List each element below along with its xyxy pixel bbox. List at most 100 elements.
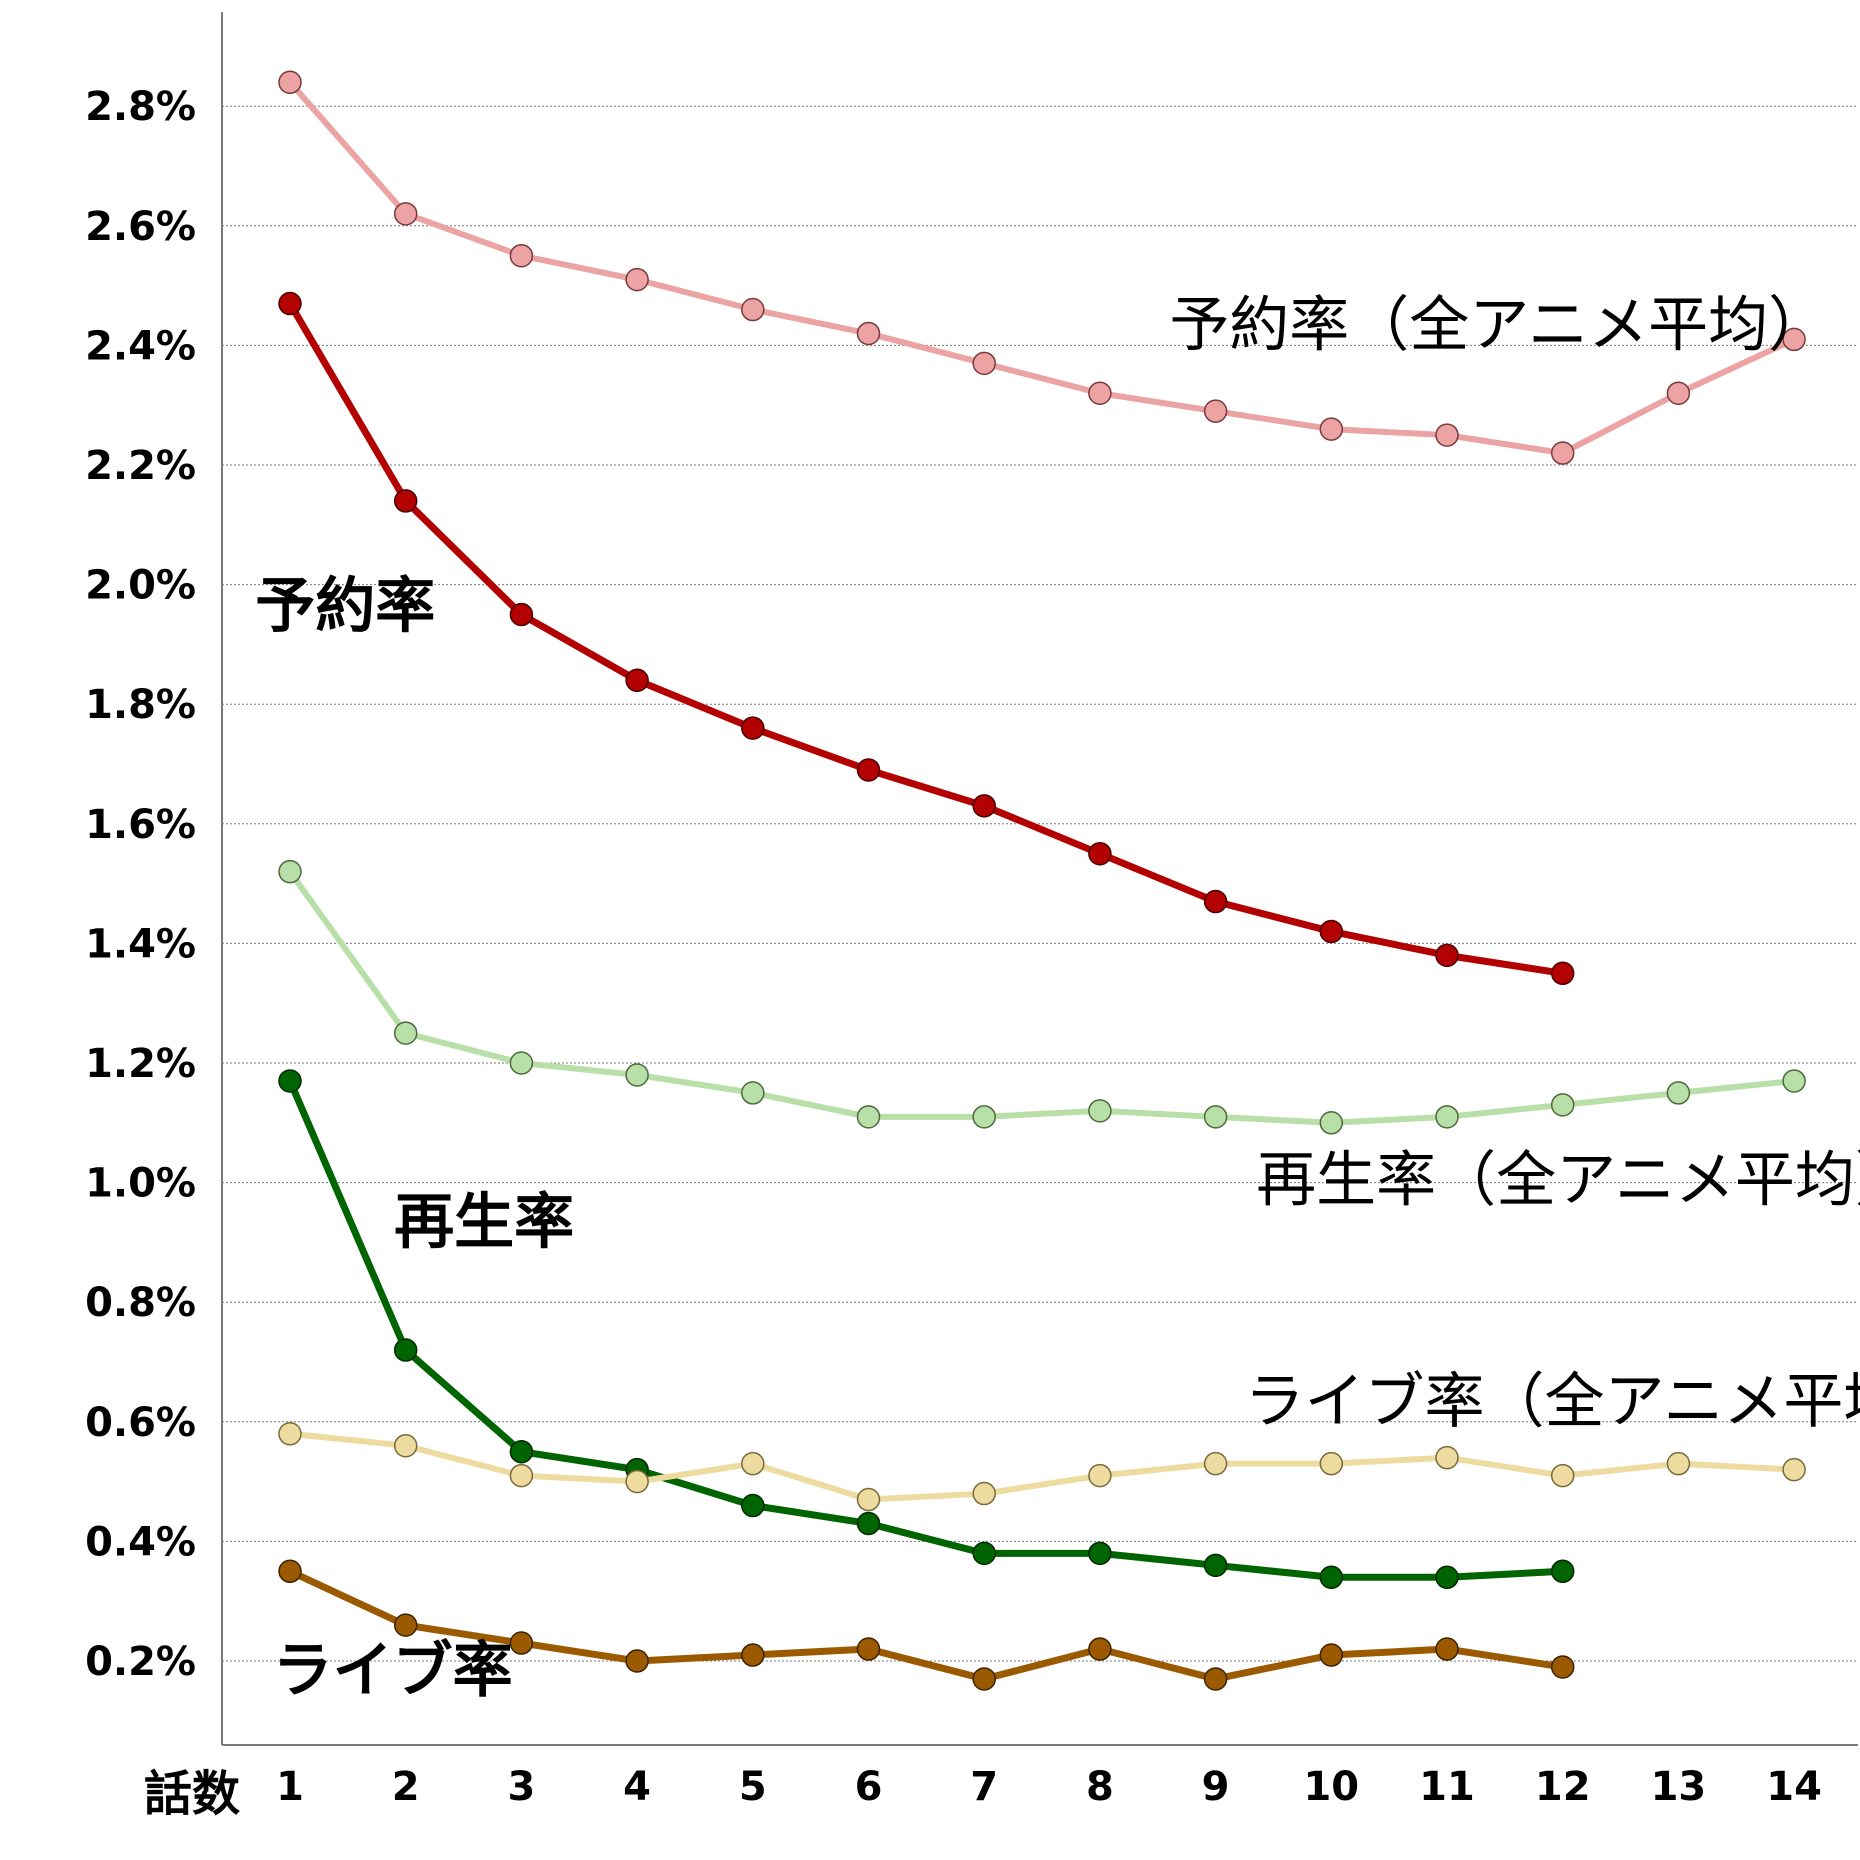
- series-label: 予約率（全アニメ平均）: [1169, 290, 1828, 360]
- y-tick-label: 0.6%: [85, 1400, 196, 1446]
- data-point: [1319, 1565, 1344, 1590]
- data-point: [1666, 1081, 1691, 1105]
- data-point: [1319, 417, 1344, 441]
- data-point: [1550, 1655, 1575, 1679]
- data-point: [1666, 381, 1691, 405]
- data-point: [1203, 1667, 1228, 1691]
- data-point: [1550, 961, 1575, 986]
- y-tick-label: 1.0%: [85, 1161, 196, 1207]
- x-tick-label: 4: [623, 1764, 651, 1810]
- x-tick-label: 2: [392, 1764, 420, 1810]
- y-tick-label: 0.8%: [85, 1280, 196, 1326]
- data-point: [1550, 1463, 1575, 1488]
- data-point: [1203, 399, 1228, 423]
- y-tick-label: 2.0%: [85, 563, 196, 609]
- data-point: [1088, 1637, 1112, 1661]
- y-tick-label: 0.4%: [85, 1519, 196, 1565]
- data-point: [509, 1463, 534, 1488]
- data-point: [1435, 1565, 1459, 1590]
- data-point: [1088, 381, 1112, 405]
- data-point: [741, 1081, 765, 1105]
- series-label: ライブ率: [273, 1636, 513, 1706]
- data-point: [972, 1481, 996, 1506]
- data-point: [1435, 1105, 1459, 1129]
- data-point: [972, 1667, 996, 1691]
- data-point: [741, 716, 765, 740]
- y-tick-label: 2.4%: [85, 323, 196, 369]
- data-point: [393, 1338, 418, 1362]
- data-point: [625, 668, 649, 693]
- data-point: [856, 1637, 881, 1661]
- x-tick-label: 8: [1086, 1764, 1114, 1810]
- data-point: [393, 489, 418, 513]
- data-point: [1203, 1553, 1228, 1578]
- data-point: [1088, 1541, 1112, 1566]
- data-point: [1203, 889, 1228, 914]
- x-tick-label: 7: [970, 1764, 998, 1810]
- data-point: [972, 1541, 996, 1566]
- data-point: [856, 1511, 881, 1536]
- x-tick-label: 14: [1766, 1764, 1822, 1810]
- data-point: [741, 1493, 765, 1518]
- data-point: [741, 1451, 765, 1476]
- data-point: [972, 794, 996, 818]
- data-point: [278, 1559, 302, 1584]
- data-point: [1319, 1451, 1344, 1476]
- data-point: [393, 1433, 418, 1458]
- y-tick-label: 1.2%: [85, 1041, 196, 1087]
- data-point: [278, 291, 302, 316]
- data-point: [1435, 423, 1459, 447]
- data-point: [1782, 1457, 1806, 1482]
- x-tick-label: 9: [1202, 1764, 1230, 1810]
- data-point: [625, 1469, 649, 1494]
- data-point: [509, 1439, 534, 1464]
- x-tick-label: 12: [1535, 1764, 1591, 1810]
- series-label: 再生率（全アニメ平均）: [1256, 1146, 1860, 1216]
- data-point: [509, 1051, 534, 1075]
- data-point: [393, 1021, 418, 1045]
- data-point: [509, 602, 534, 627]
- data-point: [278, 1069, 302, 1093]
- y-tick-label: 2.8%: [85, 84, 196, 130]
- data-point: [1319, 1111, 1344, 1135]
- data-point: [1550, 1559, 1575, 1584]
- series-line-0: [287, 79, 1798, 457]
- y-tick-label: 1.4%: [85, 921, 196, 967]
- series-label: 予約率: [255, 571, 435, 641]
- x-axis-title: 話数: [144, 1766, 240, 1822]
- data-point: [972, 1105, 996, 1129]
- series-line-3: [286, 1077, 1567, 1581]
- data-point: [1666, 1451, 1691, 1476]
- data-point: [625, 267, 649, 292]
- series-label: 再生率: [394, 1187, 574, 1257]
- data-point: [278, 70, 302, 95]
- x-tick-label: 10: [1303, 1764, 1359, 1810]
- data-point: [509, 1631, 534, 1655]
- data-point: [741, 1643, 765, 1667]
- data-point: [509, 243, 534, 268]
- data-point: [1435, 943, 1459, 968]
- data-point: [1088, 1099, 1112, 1123]
- data-point: [278, 859, 302, 884]
- data-point: [1088, 841, 1112, 866]
- data-point: [625, 1063, 649, 1087]
- data-point: [856, 1487, 881, 1512]
- data-point: [1203, 1451, 1228, 1476]
- data-point: [1319, 919, 1344, 944]
- data-point: [856, 758, 881, 782]
- x-tick-label: 6: [855, 1764, 883, 1810]
- x-tick-label: 3: [507, 1764, 535, 1810]
- y-tick-label: 2.2%: [85, 443, 196, 489]
- data-point: [393, 202, 418, 226]
- x-tick-label: 13: [1651, 1764, 1707, 1810]
- data-point: [972, 351, 996, 376]
- y-tick-label: 0.2%: [85, 1639, 196, 1685]
- series-line-5: [286, 1567, 1567, 1683]
- series-label: ライブ率（全アニメ平均）: [1245, 1367, 1860, 1437]
- data-point: [856, 321, 881, 346]
- series-line-4: [287, 1430, 1798, 1503]
- data-point: [1782, 327, 1806, 352]
- y-tick-label: 1.6%: [85, 802, 196, 848]
